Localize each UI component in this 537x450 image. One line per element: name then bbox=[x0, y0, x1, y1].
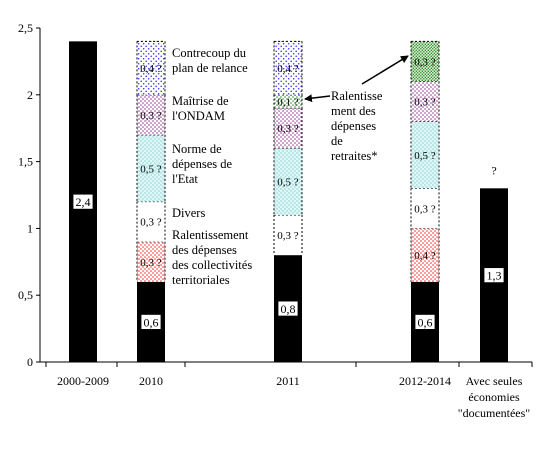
annotation-relance-line: Contrecoup du bbox=[172, 46, 246, 60]
annotation-etat: Norme de dépenses de l'Etat bbox=[172, 142, 232, 187]
bar-segment-retraites bbox=[274, 94, 302, 109]
data-label: 0,6 bbox=[418, 315, 433, 329]
bar-segment-divers bbox=[411, 188, 439, 229]
y-tick-label: 0,5 bbox=[18, 288, 33, 302]
annotation-retraites-line: ment des bbox=[331, 104, 376, 118]
annotation-ondam-line: Maîtrise de bbox=[172, 94, 229, 108]
bar-segment-retraites bbox=[411, 41, 439, 82]
bar-segment-divers bbox=[137, 201, 165, 242]
y-tick-label: 2,5 bbox=[18, 21, 33, 35]
data-label: 0,4 ? bbox=[140, 63, 162, 75]
data-label: 0,3 ? bbox=[277, 123, 299, 135]
annotation-etat-line: dépenses de bbox=[172, 157, 233, 171]
x-tick-label: 2010 bbox=[139, 374, 163, 388]
annotation-retraites-line: dépenses bbox=[331, 119, 377, 133]
data-label: 0,5 ? bbox=[140, 163, 162, 175]
arrow-to-2011-retraites bbox=[304, 94, 331, 103]
annotation-divers: Divers bbox=[172, 206, 205, 221]
data-label: 2,4 bbox=[76, 195, 91, 209]
data-label: 0,3 ? bbox=[140, 110, 162, 122]
x-tick-label: 2000-2009 bbox=[57, 374, 109, 388]
data-label: 0,4 ? bbox=[277, 63, 299, 75]
annotation-relance-line: plan de relance bbox=[172, 61, 248, 75]
x-tick-label: 2011 bbox=[276, 374, 300, 388]
y-tick-label: 2 bbox=[27, 88, 33, 102]
annotation-ondam-line: l'ONDAM bbox=[172, 109, 225, 123]
data-label-box bbox=[72, 193, 94, 210]
question-mark-label: ? bbox=[491, 163, 496, 177]
data-label-box bbox=[414, 314, 436, 330]
data-label: 0,3 ? bbox=[414, 96, 436, 108]
annotation-collectivites-line: territoriales bbox=[172, 273, 230, 287]
annotation-etat-line: Norme de bbox=[172, 142, 222, 156]
data-label: 0,3 ? bbox=[277, 230, 299, 242]
data-label: 1,3 bbox=[487, 269, 502, 283]
bar-segment-etat bbox=[411, 121, 439, 189]
bar-segment-relance bbox=[274, 41, 302, 95]
data-label: 0,6 bbox=[144, 315, 159, 329]
y-tick-label: 0 bbox=[27, 355, 33, 369]
data-label-box bbox=[277, 300, 299, 317]
y-tick-label: 1,5 bbox=[18, 155, 33, 169]
annotation-collectivites-line: des collectivités bbox=[172, 258, 253, 272]
bar-segment-relance bbox=[137, 41, 165, 95]
bar-segment-etat bbox=[274, 148, 302, 216]
data-label: 0,8 bbox=[281, 302, 296, 316]
bar-segment-ondam bbox=[274, 108, 302, 149]
annotation-retraites-line: de bbox=[331, 134, 343, 148]
bar-segment-collectivites bbox=[411, 228, 439, 282]
annotation-retraites-line: retraites* bbox=[331, 149, 378, 163]
x-tick-label: "documentées" bbox=[458, 406, 531, 420]
bar-segment-collectivites bbox=[137, 241, 165, 282]
x-tick-label: économies bbox=[468, 390, 520, 404]
annotation-collectivites-line: des dépenses bbox=[172, 243, 237, 257]
bar-segment-ondam bbox=[411, 81, 439, 122]
data-label: 0,3 ? bbox=[414, 203, 436, 215]
data-label: 0,3 ? bbox=[414, 56, 436, 68]
bar-segment-ondam bbox=[137, 94, 165, 135]
annotation-ondam: Maîtrise de l'ONDAM bbox=[172, 94, 229, 124]
annotation-relance: Contrecoup du plan de relance bbox=[172, 46, 248, 76]
y-tick-label: 1 bbox=[27, 221, 33, 235]
annotation-retraites-line: Ralentisse bbox=[331, 89, 383, 103]
arrow-to-2012-retraites bbox=[361, 55, 409, 85]
data-label: 0,5 ? bbox=[414, 150, 436, 162]
annotation-retraites: Ralentisse ment des dépenses de retraite… bbox=[331, 89, 382, 164]
annotation-etat-line: l'Etat bbox=[172, 172, 198, 186]
annotation-collectivites-line: Ralentissement bbox=[172, 228, 249, 242]
data-label: 0,5 ? bbox=[277, 177, 299, 189]
x-tick-label: 2012-2014 bbox=[399, 374, 451, 388]
data-label: 0,4 ? bbox=[414, 250, 436, 262]
annotation-collectivites: Ralentissement des dépenses des collecti… bbox=[172, 228, 252, 288]
annotation-divers-line: Divers bbox=[172, 206, 206, 220]
data-label: 0,3 ? bbox=[140, 257, 162, 269]
bar-segment-etat bbox=[137, 134, 165, 202]
data-label-box bbox=[483, 267, 505, 284]
data-label: 0,3 ? bbox=[140, 217, 162, 229]
bar-segment-divers bbox=[274, 215, 302, 256]
data-label-box bbox=[140, 314, 162, 330]
data-label: 0,1 ? bbox=[277, 96, 299, 108]
x-tick-label: Avec seules bbox=[466, 374, 523, 388]
